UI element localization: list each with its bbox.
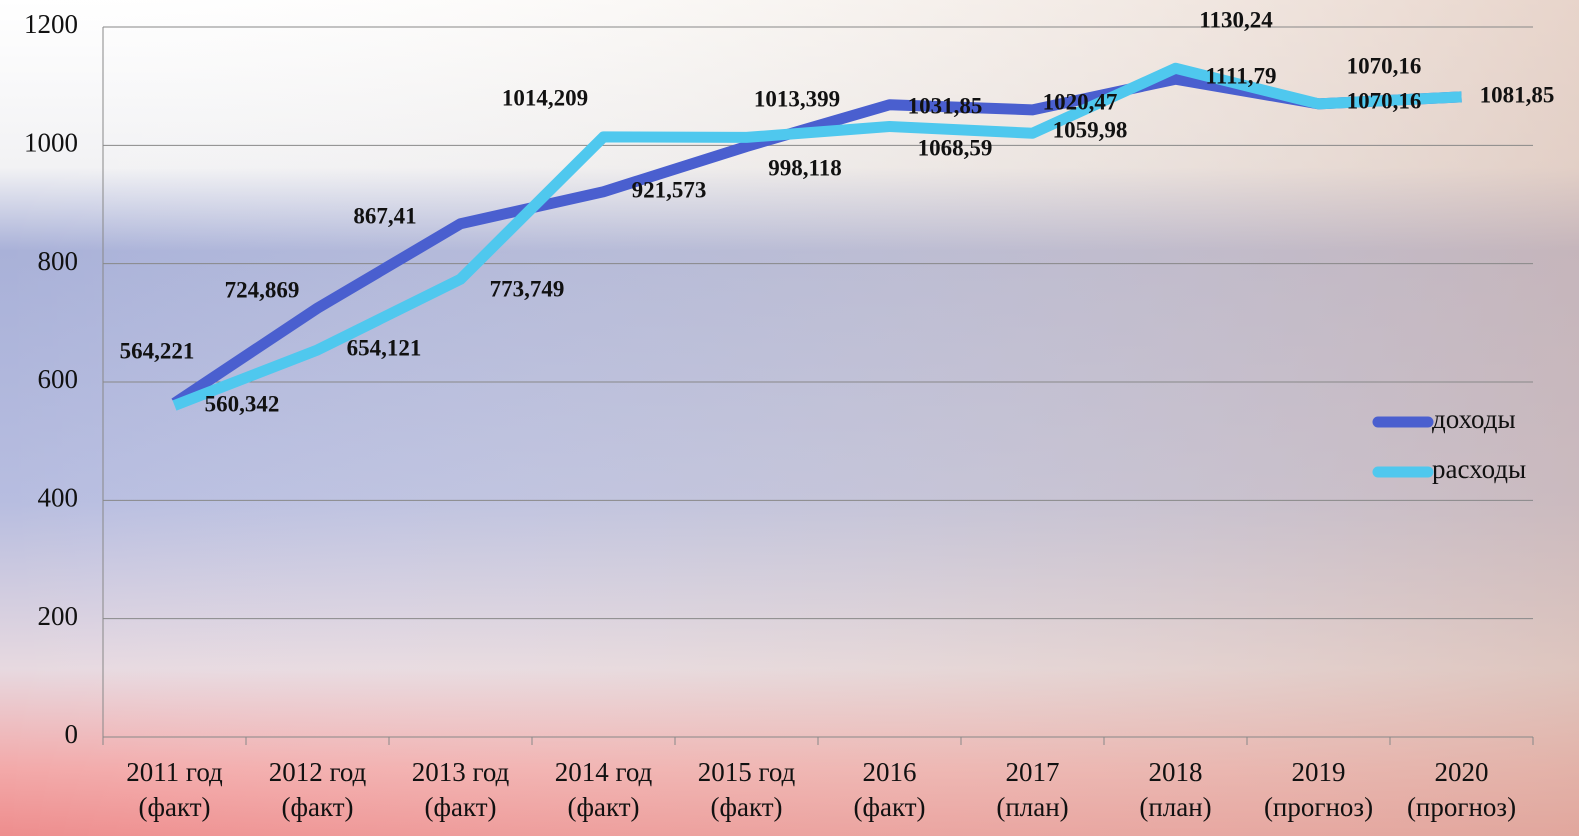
value-label: 1014,209 bbox=[502, 85, 588, 110]
x-tick-label-line: (факт) bbox=[710, 792, 782, 822]
x-tick-label-line: 2012 год bbox=[269, 757, 367, 787]
x-tick-label-line: (план) bbox=[996, 792, 1068, 822]
value-label: 1068,59 bbox=[918, 135, 993, 160]
x-tick-label-line: 2014 год bbox=[555, 757, 653, 787]
value-label: 1059,98 bbox=[1053, 117, 1128, 142]
x-tick-label-line: 2016 bbox=[863, 757, 917, 787]
x-tick-label-line: (прогноз) bbox=[1264, 792, 1373, 822]
x-tick-label-line: 2015 год bbox=[698, 757, 796, 787]
value-label: 1031,85 bbox=[908, 93, 983, 118]
value-label: 560,342 bbox=[205, 391, 280, 416]
x-tick-label-line: (факт) bbox=[138, 792, 210, 822]
background-overlay bbox=[0, 0, 1579, 836]
x-tick-label-line: 2018 bbox=[1149, 757, 1203, 787]
value-label: 1020,47 bbox=[1043, 89, 1118, 114]
y-tick-label: 800 bbox=[38, 246, 79, 276]
value-label: 1081,85 bbox=[1480, 82, 1555, 107]
value-label: 998,118 bbox=[768, 155, 841, 180]
y-tick-label: 600 bbox=[38, 364, 79, 394]
legend-label: расходы bbox=[1432, 454, 1526, 484]
x-tick-label-line: 2011 год bbox=[126, 757, 223, 787]
value-label: 564,221 bbox=[120, 338, 195, 363]
value-label: 1013,399 bbox=[754, 86, 840, 111]
x-tick-label-line: 2013 год bbox=[412, 757, 510, 787]
chart: 0 200 400 600 800 1000 1200 2011 год (факт) 2012 … bbox=[0, 0, 1579, 836]
value-label: 773,749 bbox=[490, 276, 565, 301]
x-tick-label-line: (прогноз) bbox=[1407, 792, 1516, 822]
value-label: 921,573 bbox=[632, 177, 707, 202]
value-label: 1130,24 bbox=[1199, 7, 1273, 32]
value-label: 1111,79 bbox=[1206, 63, 1277, 88]
x-tick-label-line: (план) bbox=[1139, 792, 1211, 822]
y-tick-label: 200 bbox=[38, 601, 79, 631]
y-tick-label: 0 bbox=[65, 719, 79, 749]
legend-label: доходы bbox=[1432, 404, 1516, 434]
value-label: 724,869 bbox=[225, 277, 300, 302]
value-label: 867,41 bbox=[353, 203, 416, 228]
y-tick-label: 400 bbox=[38, 483, 79, 513]
y-tick-label: 1000 bbox=[24, 128, 78, 158]
x-tick-label-line: (факт) bbox=[424, 792, 496, 822]
x-tick-label-line: 2017 bbox=[1006, 757, 1060, 787]
x-tick-label-line: (факт) bbox=[281, 792, 353, 822]
x-tick-label-line: (факт) bbox=[853, 792, 925, 822]
value-label: 1070,16 bbox=[1347, 88, 1422, 113]
value-label: 1070,16 bbox=[1347, 53, 1422, 78]
x-tick-label-line: 2020 bbox=[1435, 757, 1489, 787]
x-tick-label-line: (факт) bbox=[567, 792, 639, 822]
y-tick-label: 1200 bbox=[24, 9, 78, 39]
value-label: 654,121 bbox=[347, 335, 422, 360]
x-tick-label-line: 2019 bbox=[1292, 757, 1346, 787]
